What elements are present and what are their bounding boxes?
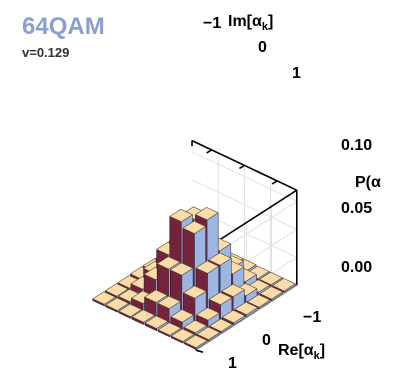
bar-top xyxy=(196,307,220,321)
y-tick-mark xyxy=(238,164,245,170)
bar-top xyxy=(171,328,195,342)
bar-top xyxy=(105,283,129,297)
bar-top xyxy=(208,252,232,266)
bar-top xyxy=(195,260,219,274)
bar-top xyxy=(105,297,129,311)
bar-top xyxy=(144,289,168,303)
bar-top xyxy=(234,301,258,316)
z-tick-label: 0.05 xyxy=(341,200,372,217)
bar xyxy=(183,319,207,336)
bars-group xyxy=(92,206,296,350)
bar-top xyxy=(144,315,169,329)
bar-top xyxy=(209,318,233,332)
bar-top xyxy=(131,309,155,323)
bar-top xyxy=(221,283,245,298)
bar-top xyxy=(170,262,194,276)
bar-top xyxy=(169,209,193,223)
bar xyxy=(209,318,233,334)
y-tick-label: −1 xyxy=(203,15,221,32)
bar-top xyxy=(247,294,271,308)
z-axis-label: P(α xyxy=(355,174,381,191)
x-tick-label: 1 xyxy=(228,355,237,372)
bar-top xyxy=(170,309,194,323)
bar-top xyxy=(182,220,206,234)
z-tick-label: 0.10 xyxy=(341,137,372,154)
bar xyxy=(196,326,220,342)
bar-top xyxy=(184,334,208,349)
y-tick-mark xyxy=(271,180,278,185)
x-tick-label: −1 xyxy=(303,309,321,326)
z-tick-mark xyxy=(195,349,204,353)
bar xyxy=(92,291,116,307)
x-axis-label: Re[αk] xyxy=(278,342,325,362)
bar-top xyxy=(118,288,142,303)
axis-labels: Im[αk] Re[αk] P(α xyxy=(228,13,381,362)
bar xyxy=(259,286,284,302)
bar-top xyxy=(157,322,182,336)
bar-top xyxy=(118,303,142,318)
bar xyxy=(157,322,182,338)
bar xyxy=(171,328,195,344)
z-tick-label: 0.00 xyxy=(341,259,372,276)
bar-top xyxy=(195,207,219,221)
bar-top xyxy=(221,309,246,324)
chart-subtitle: v=0.129 xyxy=(22,45,69,60)
bar-top xyxy=(272,278,296,292)
bar xyxy=(196,307,220,328)
bar-top xyxy=(183,319,207,334)
y-tick-label: 0 xyxy=(258,39,267,56)
bar-top xyxy=(208,291,233,306)
bar-top xyxy=(157,295,181,309)
x-tick-label: 0 xyxy=(262,332,271,349)
bar-top xyxy=(183,285,207,299)
y-axis-label: Im[αk] xyxy=(228,13,273,33)
bar-top xyxy=(196,326,220,340)
bar xyxy=(144,315,169,332)
bar xyxy=(105,297,129,313)
box-edge xyxy=(195,284,298,351)
bar-top xyxy=(156,256,181,270)
bar xyxy=(221,309,246,326)
y-tick-mark xyxy=(206,149,213,154)
bar-top xyxy=(259,271,283,286)
bar-top xyxy=(117,275,141,289)
bar xyxy=(184,334,208,350)
bar-top xyxy=(259,286,284,300)
chart-title: 64QAM xyxy=(22,13,105,40)
tick-labels: 0.10 0.05 0.00 −1 0 1 −1 0 1 xyxy=(203,15,372,372)
y-tick-label: 1 xyxy=(292,65,301,82)
bar-top xyxy=(92,291,116,305)
